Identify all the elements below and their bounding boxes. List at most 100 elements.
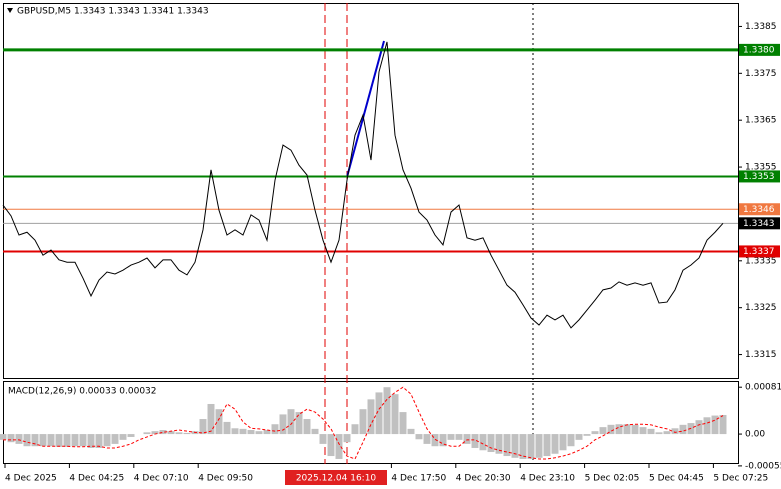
histogram-bar <box>55 434 63 447</box>
histogram-bar <box>207 403 215 435</box>
histogram-bar <box>167 431 175 435</box>
histogram-bar <box>255 431 263 435</box>
y-tick-label: 1.3355 <box>745 163 777 173</box>
x-tick-label: 5 Dec 07:25 <box>713 474 768 484</box>
histogram-bar <box>471 434 479 448</box>
histogram-bar <box>479 434 487 451</box>
macd-panel-frame <box>3 381 739 464</box>
histogram-bar <box>383 387 391 435</box>
histogram-bar <box>47 434 55 447</box>
histogram-bar <box>15 434 23 444</box>
histogram-bar <box>567 434 575 447</box>
x-tick-label: 4 Dec 17:50 <box>391 474 446 484</box>
histogram-bar <box>295 412 303 435</box>
level-label: 1.3346 <box>743 205 775 215</box>
histogram-bar <box>143 432 151 435</box>
histogram-bar <box>375 392 383 435</box>
title-icon <box>7 8 13 13</box>
histogram-bar <box>575 434 583 440</box>
histogram-bar <box>231 428 239 435</box>
histogram-bar <box>711 415 719 435</box>
histogram-bar <box>271 424 279 435</box>
y-tick-label: 1.3315 <box>745 350 777 360</box>
histogram-bar <box>79 434 87 447</box>
macd-title: MACD(12,26,9) 0.00033 0.00032 <box>8 387 157 397</box>
histogram-bar <box>591 431 599 435</box>
level-label-box <box>739 43 780 56</box>
histogram-bar <box>511 434 519 458</box>
histogram-bar <box>559 434 567 451</box>
histogram-bar <box>263 430 271 435</box>
histogram-bar <box>127 434 135 437</box>
price-panel-frame <box>3 3 739 379</box>
histogram-bar <box>0 434 7 440</box>
histogram-bar <box>23 434 31 447</box>
y-tick-label: 0.00081 <box>745 383 781 393</box>
histogram-bar <box>503 434 511 457</box>
histogram-bar <box>695 420 703 435</box>
x-tick-label: 5 Dec 04:45 <box>649 474 704 484</box>
histogram-bar <box>583 434 591 436</box>
price-line <box>2 41 724 329</box>
cursor-label-box <box>285 470 387 485</box>
histogram-bar <box>239 428 247 435</box>
histogram-bar <box>543 434 551 457</box>
histogram-bar <box>663 431 671 435</box>
histogram-bar <box>87 434 95 448</box>
histogram-bar <box>439 434 447 447</box>
y-tick-label: 1.3335 <box>745 256 777 266</box>
histogram-bar <box>247 430 255 435</box>
histogram-bar <box>183 432 191 435</box>
histogram-bar <box>647 428 655 435</box>
histogram-bar <box>527 434 535 459</box>
level-label-box <box>739 203 780 216</box>
y-tick-label: 1.3325 <box>745 303 777 313</box>
cursor-label: 2025.12.04 16:10 <box>296 474 377 484</box>
histogram-bar <box>71 434 79 447</box>
histogram-bar <box>671 428 679 435</box>
histogram-bar <box>223 421 231 435</box>
last-price-label: 1.3343 <box>743 219 775 229</box>
histogram-bar <box>151 431 159 435</box>
histogram-bar <box>639 427 647 435</box>
histogram-bar <box>623 424 631 435</box>
level-label-box <box>739 170 780 183</box>
x-tick-label: 5 Dec 02:05 <box>585 474 640 484</box>
trend-line <box>346 40 385 178</box>
histogram-bar <box>599 427 607 435</box>
histogram-bar <box>311 428 319 435</box>
x-tick-label: 4 Dec 20:30 <box>456 474 511 484</box>
histogram-bar <box>199 419 207 435</box>
histogram-bar <box>159 430 167 435</box>
histogram-bar <box>607 424 615 435</box>
histogram-bar <box>287 409 295 435</box>
signal-line <box>3 386 724 460</box>
histogram-bar <box>327 434 335 457</box>
histogram-bar <box>655 432 663 435</box>
histogram-bar <box>399 412 407 435</box>
histogram-bar <box>535 434 543 458</box>
level-label: 1.3380 <box>743 45 775 55</box>
x-tick-label: 4 Dec 23:10 <box>520 474 575 484</box>
x-tick-label: 4 Dec 07:10 <box>134 474 189 484</box>
histogram-bar <box>119 434 127 440</box>
level-label: 1.3353 <box>743 172 775 182</box>
level-label-box <box>739 245 780 258</box>
histogram-bar <box>39 434 47 447</box>
x-tick-label: 4 Dec 04:25 <box>69 474 124 484</box>
histogram-bar <box>487 434 495 453</box>
histogram-bar <box>423 434 431 444</box>
histogram-bar <box>519 434 527 459</box>
histogram-bar <box>455 434 463 440</box>
histogram-bar <box>703 417 711 435</box>
histogram-bar <box>31 434 39 447</box>
histogram-bar <box>175 432 183 435</box>
histogram-bar <box>279 414 287 435</box>
histogram-bar <box>463 434 471 444</box>
histogram-bar <box>719 414 727 435</box>
y-tick-label: 1.3365 <box>745 116 777 126</box>
y-tick-label: -0.00055 <box>745 461 781 471</box>
histogram-bar <box>111 434 119 444</box>
histogram-bar <box>391 394 399 435</box>
